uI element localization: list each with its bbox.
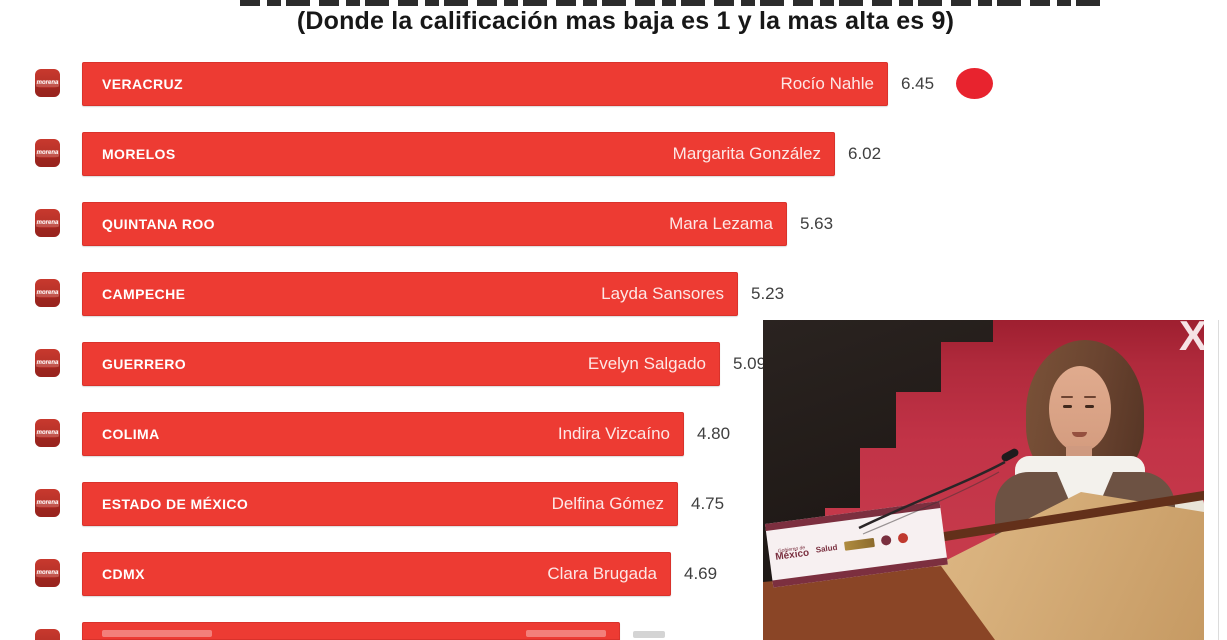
state-label: GUERRERO — [102, 356, 187, 372]
morena-logo-text: morena — [35, 499, 60, 507]
bar-partial — [82, 622, 620, 640]
bar-veracruz: VERACRUZ Rocío Nahle — [82, 62, 888, 106]
morena-logo-icon: morena — [35, 69, 60, 97]
value-label: 5.23 — [751, 284, 785, 303]
value-label: 4.80 — [697, 424, 731, 443]
red-dot-icon — [956, 68, 993, 99]
value-label: 4.69 — [684, 564, 718, 583]
morena-logo-icon: morena — [35, 489, 60, 517]
chart-row: morena COLIMA Indira Vizcaíno 4.80 — [0, 412, 1227, 456]
state-label: QUINTANA ROO — [102, 216, 215, 232]
morena-logo-text: morena — [35, 219, 60, 227]
backdrop-x-letter: X — [1179, 320, 1204, 359]
value-label: 5.63 — [800, 214, 834, 233]
morena-logo-icon: morena — [35, 209, 60, 237]
morena-logo-text: morena — [35, 79, 60, 87]
state-label: ESTADO DE MÉXICO — [102, 496, 249, 512]
morena-logo-icon: morena — [35, 139, 60, 167]
governor-label: Indira Vizcaíno — [557, 424, 670, 443]
chart-row: morena VERACRUZ Rocío Nahle 6.45 — [0, 62, 1227, 106]
morena-logo-icon — [35, 629, 60, 640]
chart-subtitle: (Donde la calificación mas baja es 1 y l… — [296, 7, 955, 35]
faint-text — [102, 630, 212, 637]
bar-campeche: CAMPECHE Layda Sansores — [82, 272, 738, 316]
value-label: 4.75 — [691, 494, 725, 513]
value-label: 6.45 — [901, 74, 935, 93]
chart-row-partial — [0, 622, 1227, 640]
morena-logo-text: morena — [35, 429, 60, 437]
state-label: MORELOS — [102, 146, 176, 162]
bar-cdmx: CDMX Clara Brugada — [82, 552, 671, 596]
bar-estado-de-mexico: ESTADO DE MÉXICO Delfina Gómez — [82, 482, 678, 526]
governor-label: Margarita González — [672, 144, 821, 163]
governor-label: Delfina Gómez — [551, 494, 664, 513]
morena-logo-text: morena — [35, 569, 60, 577]
governor-label: Evelyn Salgado — [587, 354, 706, 373]
chart-row: morena MORELOS Margarita González 6.02 — [0, 132, 1227, 176]
value-label: 6.02 — [848, 144, 882, 163]
state-label: VERACRUZ — [102, 76, 183, 92]
governor-label: Layda Sansores — [601, 284, 724, 303]
state-label: CDMX — [102, 566, 145, 582]
podium-photo: X Gobierno de México Salud — [763, 320, 1204, 640]
eyebrow — [1084, 396, 1096, 398]
woman-face — [1049, 366, 1111, 452]
faint-text — [526, 630, 606, 637]
eye — [1085, 405, 1094, 408]
chart-row: morena QUINTANA ROO Mara Lezama 5.63 — [0, 202, 1227, 246]
photo-edge-line — [1218, 320, 1219, 640]
faint-value — [633, 631, 665, 638]
eyebrow — [1061, 396, 1073, 398]
governor-label: Rocío Nahle — [780, 74, 874, 93]
governor-label: Clara Brugada — [547, 564, 657, 583]
chart-row: morena GUERRERO Evelyn Salgado 5.09 — [0, 342, 1227, 386]
bar-morelos: MORELOS Margarita González — [82, 132, 835, 176]
governor-label: Mara Lezama — [669, 214, 773, 233]
morena-logo-icon: morena — [35, 419, 60, 447]
mouth — [1072, 432, 1087, 437]
morena-logo-icon: morena — [35, 279, 60, 307]
chart-row: morena CDMX Clara Brugada 4.69 — [0, 552, 1227, 596]
bar-colima: COLIMA Indira Vizcaíno — [82, 412, 684, 456]
morena-logo-text: morena — [35, 359, 60, 367]
state-label: CAMPECHE — [102, 286, 186, 302]
morena-logo-icon: morena — [35, 349, 60, 377]
chart-row: morena ESTADO DE MÉXICO Delfina Gómez 4.… — [0, 482, 1227, 526]
morena-logo-icon: morena — [35, 559, 60, 587]
microphone-icon — [858, 448, 1019, 535]
morena-logo-text: morena — [35, 149, 60, 157]
state-label: COLIMA — [102, 426, 160, 442]
cropped-title-line — [240, 0, 1106, 6]
chart-row: morena CAMPECHE Layda Sansores 5.23 — [0, 272, 1227, 316]
eye — [1063, 405, 1072, 408]
value-label: 5.09 — [733, 354, 767, 373]
bar-guerrero: GUERRERO Evelyn Salgado — [82, 342, 720, 386]
bar-quintana-roo: QUINTANA ROO Mara Lezama — [82, 202, 787, 246]
morena-logo-text: morena — [35, 289, 60, 297]
